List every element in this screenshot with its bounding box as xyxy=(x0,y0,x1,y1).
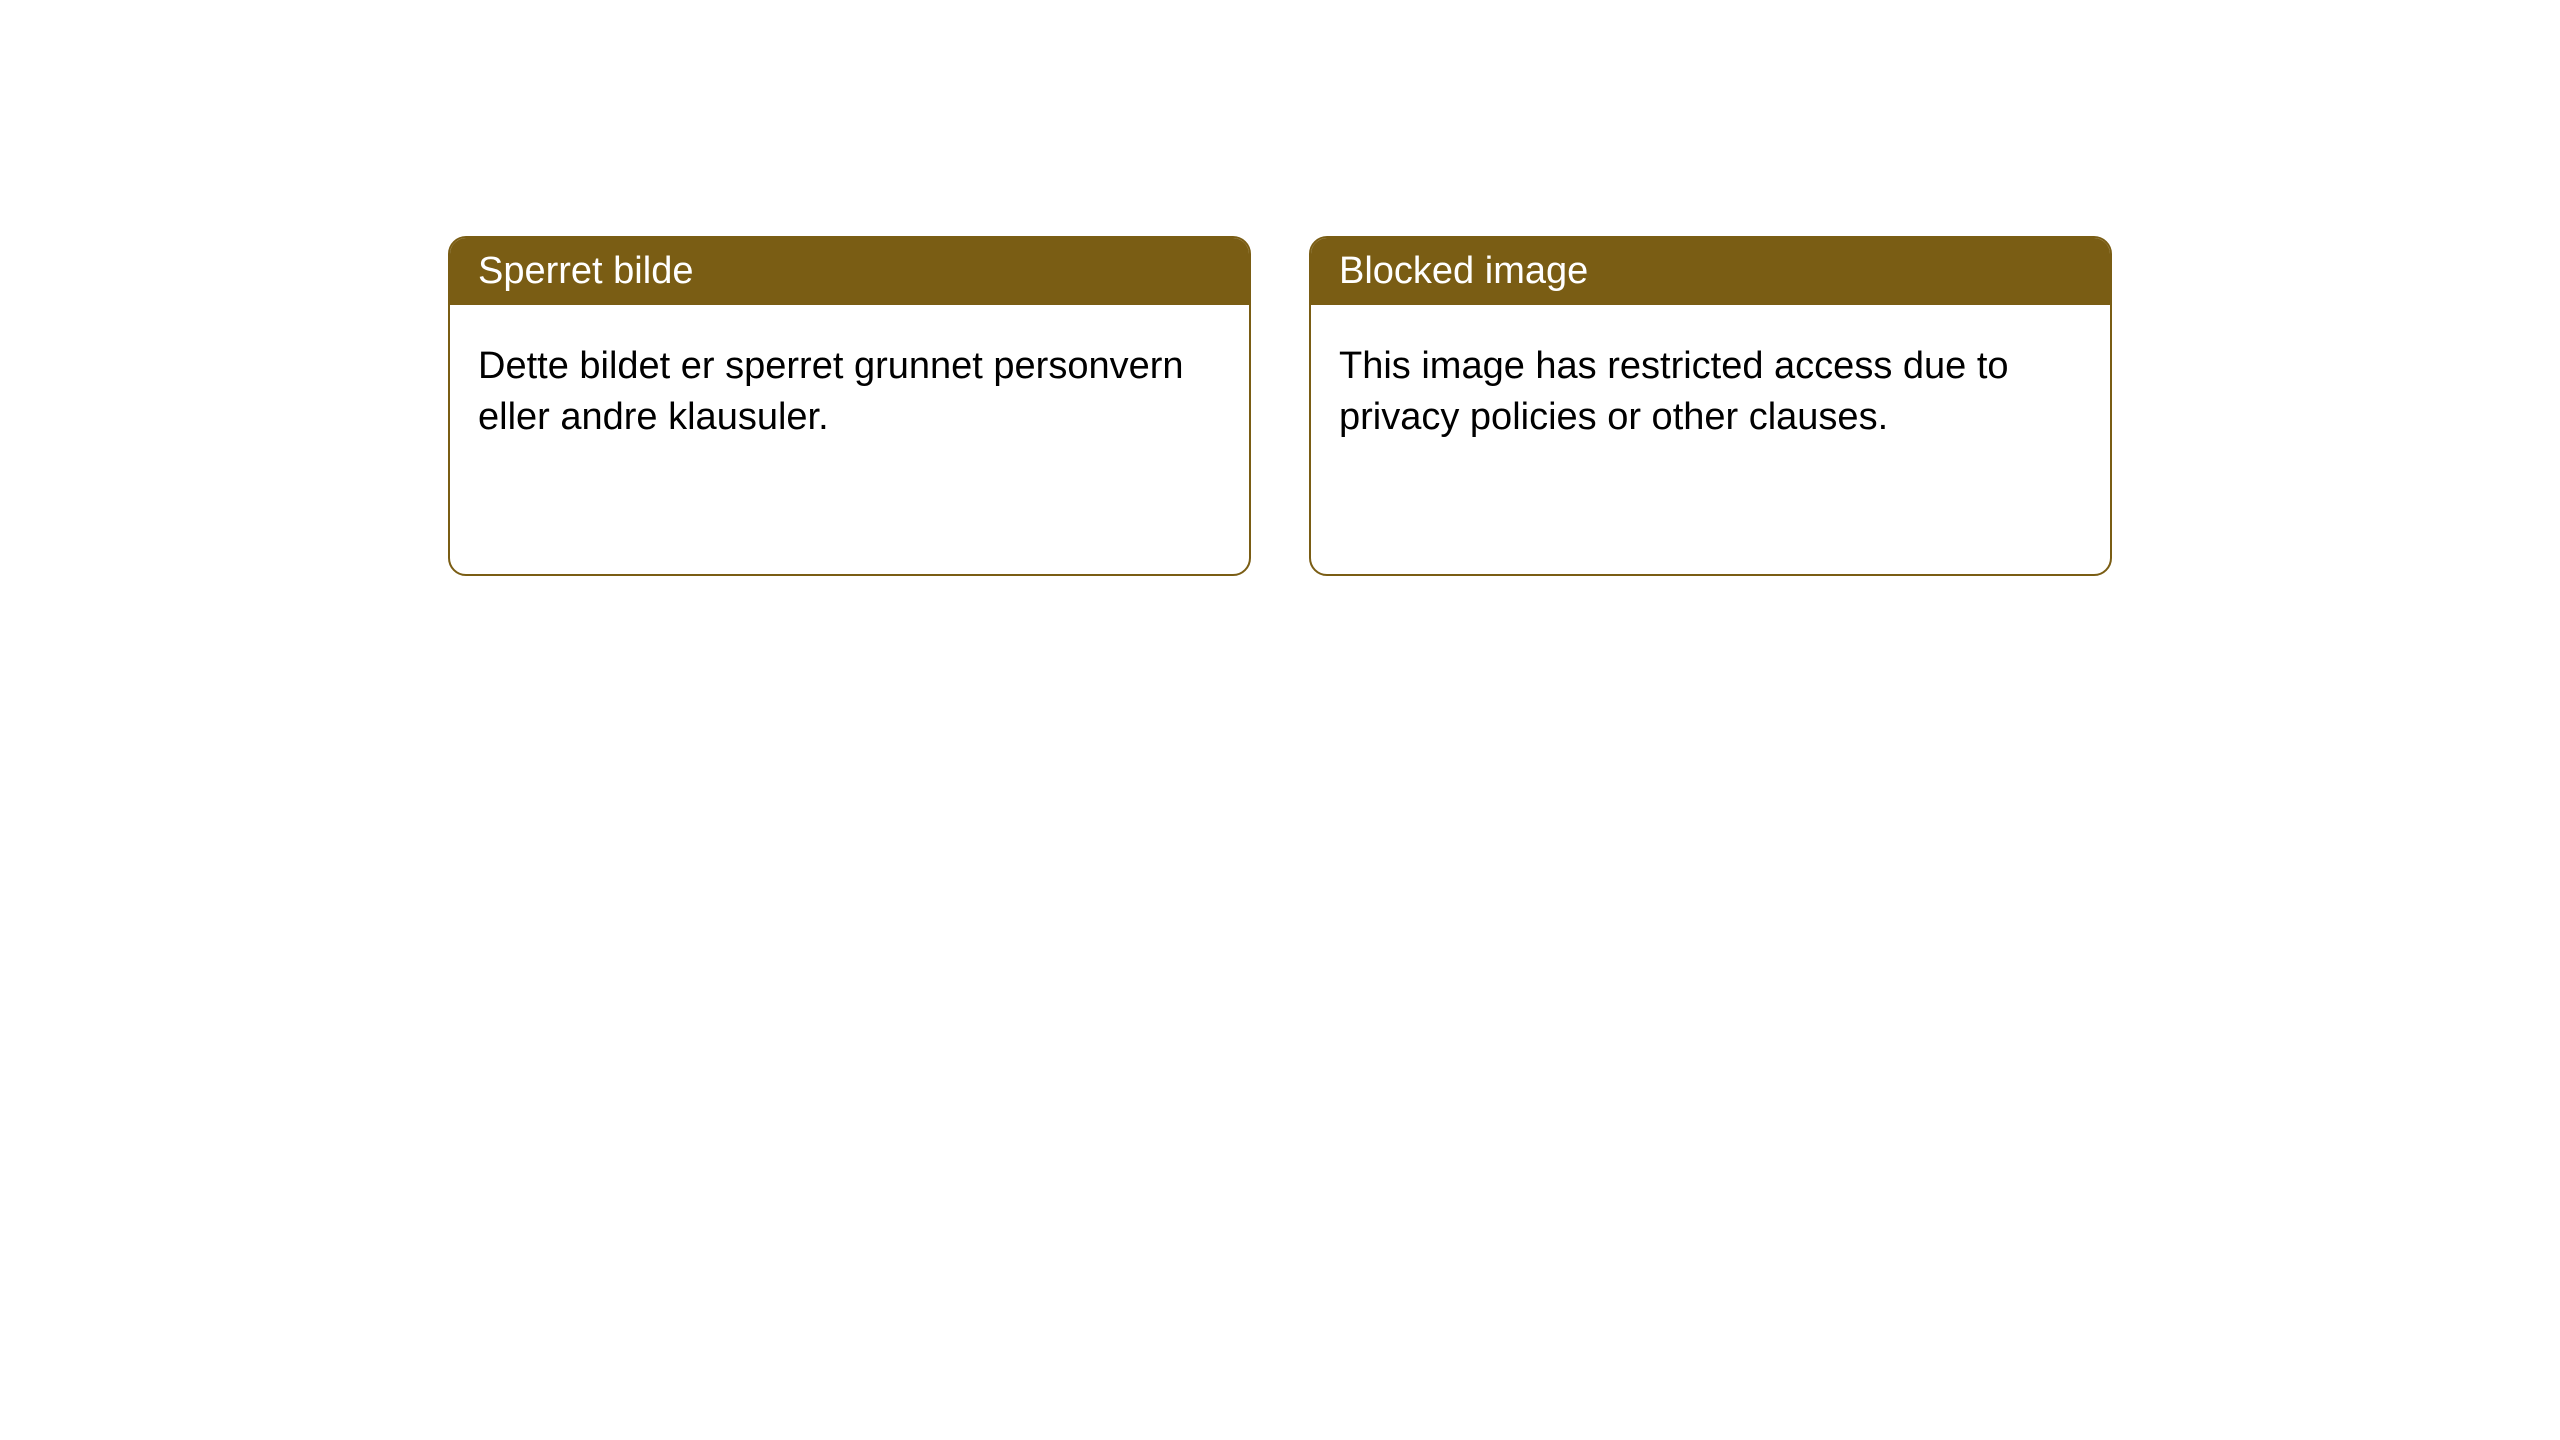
card-text-norwegian: Dette bildet er sperret grunnet personve… xyxy=(478,345,1184,438)
cards-container: Sperret bilde Dette bildet er sperret gr… xyxy=(448,236,2112,576)
card-text-english: This image has restricted access due to … xyxy=(1339,345,2009,438)
card-body-norwegian: Dette bildet er sperret grunnet personve… xyxy=(450,305,1249,480)
card-english: Blocked image This image has restricted … xyxy=(1309,236,2112,576)
card-header-norwegian: Sperret bilde xyxy=(450,238,1249,305)
card-title-english: Blocked image xyxy=(1339,250,1588,292)
card-title-norwegian: Sperret bilde xyxy=(478,250,693,292)
card-header-english: Blocked image xyxy=(1311,238,2110,305)
card-body-english: This image has restricted access due to … xyxy=(1311,305,2110,480)
card-norwegian: Sperret bilde Dette bildet er sperret gr… xyxy=(448,236,1251,576)
